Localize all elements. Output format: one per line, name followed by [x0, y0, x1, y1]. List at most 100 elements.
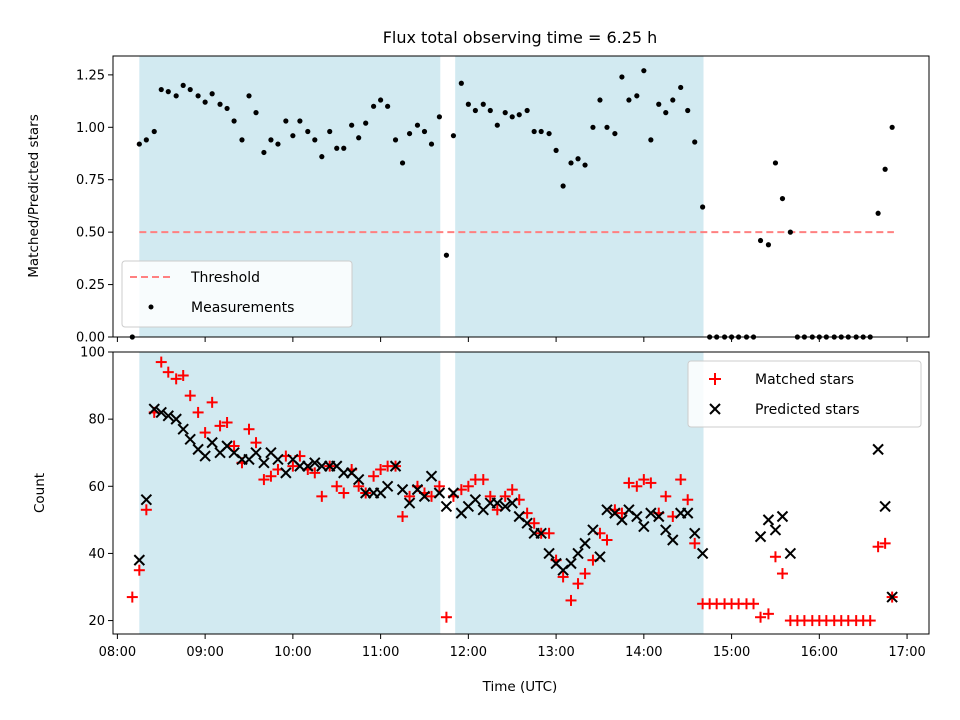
measurement-point	[136, 141, 142, 147]
x-tick-label: 16:00	[801, 645, 838, 660]
matched-star-point	[543, 527, 555, 539]
matched-star-point	[872, 541, 884, 553]
x-tick-label: 13:00	[537, 645, 574, 660]
matched-star-point	[316, 490, 328, 502]
matched-star-point	[499, 490, 511, 502]
matched-star-point	[206, 396, 218, 408]
predicted-star-point	[572, 547, 584, 560]
matched-star-point	[675, 474, 687, 486]
matched-star-point	[462, 480, 474, 492]
measurement-point	[428, 141, 435, 147]
top-panel: 0.00 0.25 0.50 0.75 1.00 1.25 Matched/Predict…	[26, 55, 930, 346]
measurement-point	[253, 110, 259, 116]
measurement-point	[349, 122, 355, 128]
matched-star-point	[192, 406, 204, 418]
measurement-point	[173, 93, 179, 99]
predicted-star-point	[616, 514, 628, 526]
measurement-point	[634, 93, 640, 99]
measurement-point	[472, 107, 478, 114]
x-tick-label: 17:00	[888, 645, 925, 660]
measurement-point	[421, 128, 428, 135]
top-y-axis-label: Matched/Predicted stars	[26, 114, 42, 277]
matched-star-point	[682, 494, 694, 506]
x-tick-label: 09:00	[186, 645, 223, 660]
measurement-point	[882, 166, 888, 172]
predicted-star-point	[396, 483, 409, 496]
predicted-star-point	[784, 547, 797, 560]
predicted-star-point	[433, 487, 446, 499]
measurement-point	[568, 160, 574, 166]
measurement-point	[370, 103, 377, 109]
predicted-star-point	[177, 423, 189, 435]
measurement-point	[626, 97, 632, 103]
predicted-star-point	[682, 507, 694, 519]
measurement-point	[597, 97, 603, 103]
measurement-point	[604, 124, 610, 130]
predicted-star-point	[491, 497, 504, 509]
measurement-point	[143, 137, 149, 143]
measurement-point	[187, 86, 193, 93]
measurement-point	[757, 237, 764, 244]
predicted-star-point	[660, 524, 672, 536]
measurement-point	[590, 124, 596, 130]
matched-star-point	[748, 598, 760, 610]
predicted-star-point	[886, 591, 898, 603]
matched-star-point	[776, 568, 788, 580]
x-tick-label: 08:00	[99, 645, 136, 660]
matched-star-point	[506, 484, 518, 496]
matched-star-point	[177, 370, 189, 381]
predicted-star-point	[352, 473, 365, 486]
matched-star-point	[397, 511, 409, 522]
measurement-point	[202, 99, 208, 105]
predicted-star-point	[280, 467, 292, 479]
measurement-point	[889, 124, 895, 130]
measurement-point	[209, 91, 215, 97]
matched-star-point	[265, 470, 277, 482]
measurement-point	[392, 137, 399, 143]
measurement-point	[619, 74, 625, 80]
matched-star-point	[484, 490, 496, 502]
predicted-star-point	[638, 520, 650, 533]
x-tick-label: 15:00	[713, 645, 750, 660]
matched-star-point	[162, 366, 174, 378]
predicted-star-point	[206, 436, 218, 449]
predicted-star-point	[272, 453, 284, 466]
predicted-star-point	[133, 554, 146, 566]
predicted-star-point	[762, 514, 775, 526]
measurement-point	[312, 137, 318, 143]
bottom-panel: 20 40 60 80 100 08:00 09:00 10:00 11:00 12:00 13:…	[32, 346, 930, 695]
predicted-star-point	[631, 510, 643, 523]
matched-star-point	[331, 480, 343, 492]
matched-star-point	[309, 467, 321, 479]
matched-star-point	[214, 420, 226, 432]
predicted-star-point	[389, 460, 402, 472]
observing-window-1	[139, 352, 441, 634]
matched-star-point	[623, 477, 635, 489]
measurement-point	[487, 107, 493, 114]
matched-star-point	[528, 517, 540, 529]
measurement-point	[779, 195, 786, 202]
x-tick-label: 11:00	[362, 645, 399, 660]
measurement-point	[648, 137, 654, 143]
measurement-point	[246, 93, 252, 99]
y-tick-label: 0.25	[76, 278, 105, 293]
predicted-star-point	[425, 470, 438, 482]
predicted-star-point	[565, 557, 577, 570]
matched-star-point	[133, 564, 145, 576]
predicted-star-point	[587, 524, 599, 536]
predicted-star-point	[521, 517, 533, 529]
bottom-legend-frame	[687, 360, 922, 428]
measurement-point	[327, 128, 333, 135]
measurement-point	[231, 118, 237, 124]
predicted-star-point	[258, 457, 270, 469]
measurement-point	[319, 154, 325, 160]
bottom-y-axis-label: Count	[32, 473, 48, 513]
matched-star-point	[228, 440, 240, 452]
matched-star-point	[353, 480, 365, 492]
measurement-point	[406, 130, 413, 137]
matched-star-point	[572, 578, 584, 590]
predicted-star-point	[302, 460, 314, 472]
measurement-point	[334, 145, 340, 151]
matched-star-point	[375, 464, 387, 475]
measurement-point	[560, 183, 566, 189]
